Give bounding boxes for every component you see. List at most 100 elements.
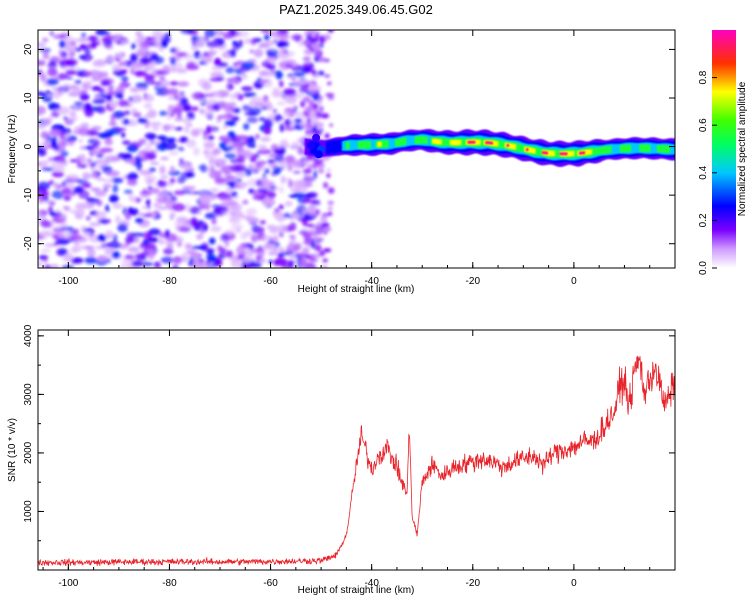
noise-cell xyxy=(169,195,177,203)
noise-cell xyxy=(268,259,273,264)
track-cell xyxy=(357,141,361,149)
noise-cell xyxy=(189,189,194,195)
track-cell xyxy=(326,141,329,155)
noise-cell xyxy=(314,237,318,245)
noise-cell xyxy=(312,93,321,102)
noise-cell xyxy=(273,36,278,43)
noise-cell xyxy=(69,159,79,163)
track-cell xyxy=(361,140,364,149)
noise-cell xyxy=(91,86,102,91)
noise-cell xyxy=(123,189,133,194)
noise-cell xyxy=(74,80,82,85)
noise-cell xyxy=(324,35,332,40)
noise-cell xyxy=(293,80,301,88)
noise-cell xyxy=(144,132,157,140)
noise-cell xyxy=(130,173,139,179)
colorbar-tick-label: 0.4 xyxy=(698,165,709,179)
noise-cell xyxy=(245,208,257,216)
track-cell xyxy=(584,149,587,156)
track-cell xyxy=(338,139,341,153)
noise-cell xyxy=(257,149,272,155)
noise-cell xyxy=(306,124,313,128)
noise-cell xyxy=(232,40,237,46)
noise-cell xyxy=(287,51,295,57)
noise-cell xyxy=(323,248,332,253)
noise-cell xyxy=(46,78,59,86)
noise-cell xyxy=(203,131,208,141)
noise-cell xyxy=(172,263,179,268)
noise-cell xyxy=(132,232,145,237)
noise-cell xyxy=(219,141,227,150)
noise-cell xyxy=(251,97,265,102)
noise-cell xyxy=(309,37,318,44)
noise-cell xyxy=(191,45,198,51)
noise-cell xyxy=(197,210,203,215)
noise-cell xyxy=(193,222,201,230)
noise-cell xyxy=(183,104,192,112)
noise-cell xyxy=(127,178,138,186)
noise-cell xyxy=(84,231,90,237)
noise-cell xyxy=(165,137,177,143)
y-tick-label: 0 xyxy=(23,143,34,149)
noise-cell xyxy=(313,169,318,179)
track-cell xyxy=(469,140,472,144)
x-tick-label: -80 xyxy=(162,578,177,589)
noise-cell xyxy=(230,215,238,222)
noise-cell xyxy=(160,40,168,49)
track-cell xyxy=(637,143,640,154)
noise-cell xyxy=(121,132,126,138)
noise-cell xyxy=(211,149,222,155)
noise-cell xyxy=(125,240,131,246)
track-cell xyxy=(416,136,419,144)
track-cell xyxy=(651,143,655,154)
track-cell xyxy=(304,138,308,155)
noise-cell xyxy=(198,60,206,65)
noise-cell xyxy=(118,61,127,67)
noise-cell xyxy=(224,120,236,126)
track-cell xyxy=(506,144,510,147)
noise-cell xyxy=(102,179,113,183)
y-tick-label: 10 xyxy=(23,92,34,104)
track-cell xyxy=(314,150,323,159)
track-cell xyxy=(665,145,669,153)
noise-cell xyxy=(59,212,67,221)
noise-cell xyxy=(135,217,144,224)
track-cell xyxy=(340,139,343,153)
track-cell xyxy=(639,144,642,152)
noise-cell xyxy=(40,249,51,253)
noise-cell xyxy=(266,40,275,47)
noise-cell xyxy=(179,136,189,143)
track-cell xyxy=(329,140,333,155)
noise-cell xyxy=(222,124,228,130)
track-cell xyxy=(418,136,421,144)
track-cell xyxy=(307,141,315,150)
noise-cell xyxy=(323,230,328,235)
track-cell xyxy=(341,141,345,151)
noise-cell xyxy=(271,87,282,94)
colorbar-tick-label: 0.6 xyxy=(698,118,709,132)
noise-cell xyxy=(272,248,280,252)
track-cell xyxy=(467,140,471,144)
track-cell xyxy=(487,141,490,145)
noise-cell xyxy=(169,81,179,86)
track-cell xyxy=(456,139,460,146)
track-cell xyxy=(644,144,648,153)
track-cell xyxy=(598,147,602,155)
noise-cell xyxy=(243,123,250,130)
noise-cell xyxy=(283,111,290,116)
noise-cell xyxy=(165,88,179,96)
track-cell xyxy=(626,144,630,153)
noise-cell xyxy=(219,167,228,173)
noise-cell xyxy=(238,181,244,185)
noise-cell xyxy=(214,177,226,184)
noise-cell xyxy=(278,204,284,210)
noise-cell xyxy=(51,182,61,187)
noise-cell xyxy=(302,56,311,61)
noise-cell xyxy=(245,230,252,237)
noise-cell xyxy=(274,154,285,163)
noise-cell xyxy=(230,203,243,212)
track-cell xyxy=(375,140,379,148)
noise-cell xyxy=(131,62,137,71)
noise-cell xyxy=(306,176,313,182)
noise-cell xyxy=(106,95,111,101)
